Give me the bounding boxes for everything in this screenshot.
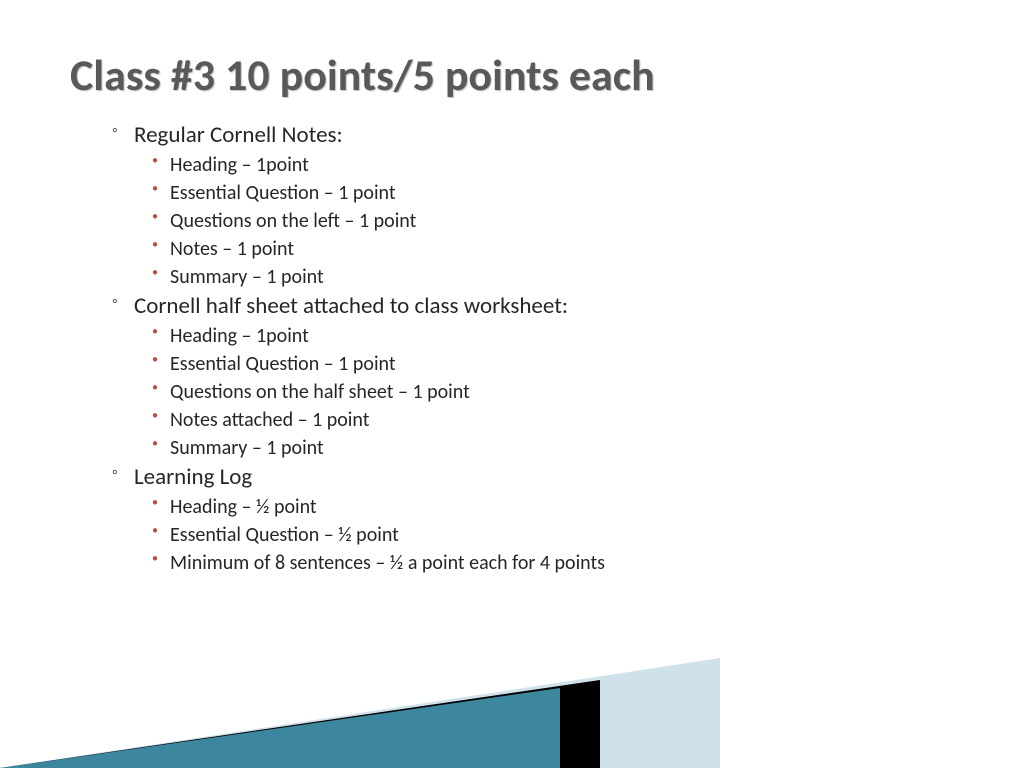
list-item: Essential Question – ½ point — [156, 521, 954, 549]
section-regular-cornell: Regular Cornell Notes: Heading – 1point … — [118, 120, 954, 291]
section-header: Learning Log — [118, 462, 954, 493]
list-item: Heading – 1point — [156, 322, 954, 350]
list-item: Summary – 1 point — [156, 434, 954, 462]
list-item: Notes attached – 1 point — [156, 406, 954, 434]
list-item: Summary – 1 point — [156, 263, 954, 291]
list-item: Essential Question – 1 point — [156, 179, 954, 207]
slide: Class #3 10 points/5 points each Regular… — [0, 0, 1024, 768]
section-learning-log: Learning Log Heading – ½ point Essential… — [118, 462, 954, 577]
slide-content: Regular Cornell Notes: Heading – 1point … — [70, 120, 954, 577]
section-header: Regular Cornell Notes: — [118, 120, 954, 151]
section-items: Heading – 1point Essential Question – 1 … — [118, 151, 954, 291]
list-item: Minimum of 8 sentences – ½ a point each … — [156, 549, 954, 577]
list-item: Heading – ½ point — [156, 493, 954, 521]
section-half-sheet: Cornell half sheet attached to class wor… — [118, 291, 954, 462]
list-item: Notes – 1 point — [156, 235, 954, 263]
section-items: Heading – ½ point Essential Question – ½… — [118, 493, 954, 577]
list-item: Essential Question – 1 point — [156, 350, 954, 378]
list-item: Heading – 1point — [156, 151, 954, 179]
section-items: Heading – 1point Essential Question – 1 … — [118, 322, 954, 462]
section-header: Cornell half sheet attached to class wor… — [118, 291, 954, 322]
decor-triangle-teal — [0, 688, 560, 768]
list-item: Questions on the half sheet – 1 point — [156, 378, 954, 406]
slide-title: Class #3 10 points/5 points each — [70, 48, 954, 102]
list-item: Questions on the left – 1 point — [156, 207, 954, 235]
